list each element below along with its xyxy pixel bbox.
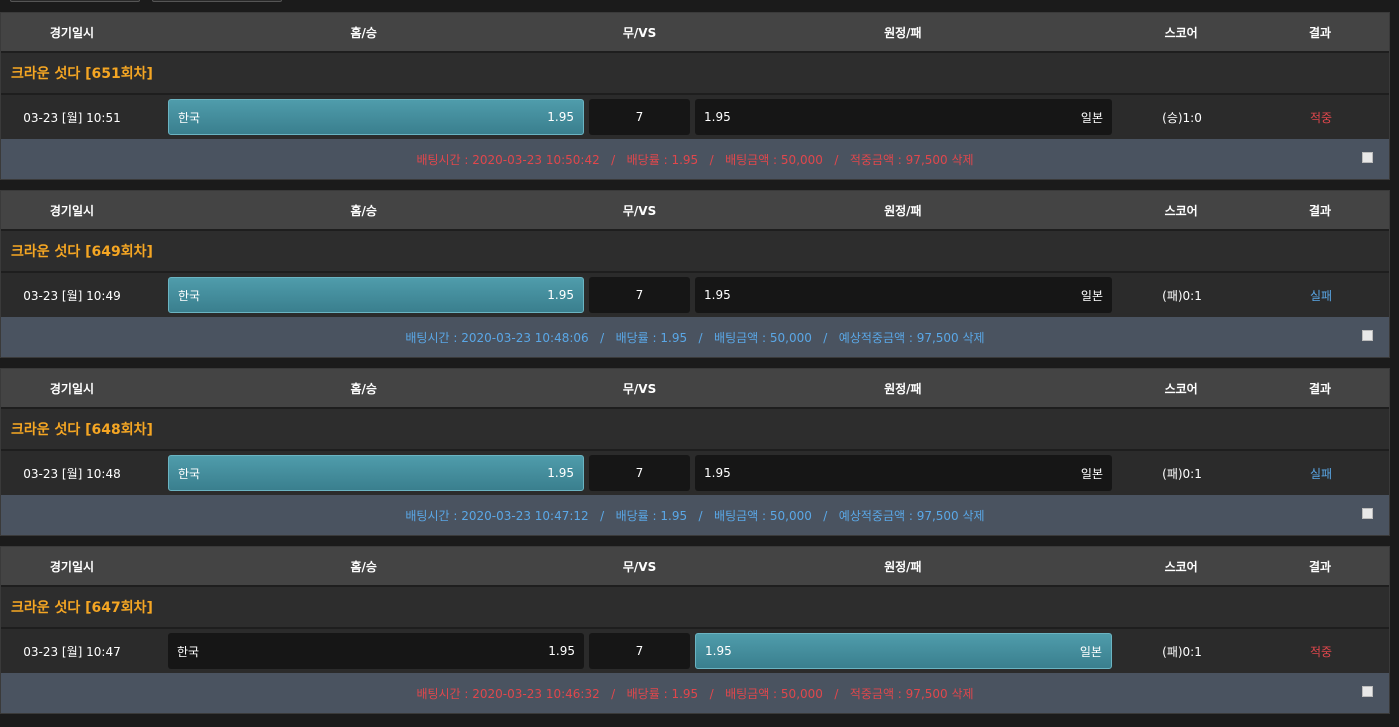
top-button-2[interactable] xyxy=(152,0,282,2)
bet-panel: 경기일시 홈/승 무/VS 원정/패 스코어 결과 크라운 섯다 [651회차]… xyxy=(0,12,1390,180)
header-draw: 무/VS xyxy=(622,203,657,218)
home-odds-button[interactable]: 한국 1.95 xyxy=(168,277,584,313)
table-header: 경기일시 홈/승 무/VS 원정/패 스코어 결과 xyxy=(1,191,1389,231)
header-date: 경기일시 xyxy=(49,203,95,218)
away-odds: 1.95 xyxy=(704,466,731,480)
table-header: 경기일시 홈/승 무/VS 원정/패 스코어 결과 xyxy=(1,13,1389,53)
draw-value: 7 xyxy=(635,466,644,480)
away-odds: 1.95 xyxy=(705,644,732,658)
result-badge: 적중 xyxy=(1309,644,1333,659)
match-date: 03-23 [월] 10:51 xyxy=(23,110,121,125)
header-home: 홈/승 xyxy=(350,381,377,396)
away-odds-button[interactable]: 1.95 일본 xyxy=(695,277,1112,313)
result-badge: 적중 xyxy=(1309,110,1333,125)
home-odds-button[interactable]: 한국 1.95 xyxy=(168,455,584,491)
home-odds: 1.95 xyxy=(547,110,574,124)
bet-info: 배팅시간 : 2020-03-23 10:48:06 / 배당률 : 1.95 … xyxy=(405,330,985,345)
header-result: 결과 xyxy=(1309,559,1332,574)
header-away: 원정/패 xyxy=(884,25,922,40)
away-team: 일본 xyxy=(1080,110,1103,125)
bet-info-row: 배팅시간 : 2020-03-23 10:46:32 / 배당률 : 1.95 … xyxy=(1,673,1389,713)
home-odds-button[interactable]: 한국 1.95 xyxy=(168,633,584,669)
score: (패)0:1 xyxy=(1162,288,1202,303)
match-row: 03-23 [월] 10:47 한국 1.95 7 1.95 일본 (패)0:1… xyxy=(1,629,1389,673)
home-team: 한국 xyxy=(178,288,201,303)
draw-button[interactable]: 7 xyxy=(589,99,690,135)
header-score: 스코어 xyxy=(1164,203,1198,218)
draw-value: 7 xyxy=(635,110,644,124)
away-odds-button[interactable]: 1.95 일본 xyxy=(695,99,1112,135)
header-date: 경기일시 xyxy=(49,25,95,40)
bet-info-row: 배팅시간 : 2020-03-23 10:50:42 / 배당률 : 1.95 … xyxy=(1,139,1389,179)
result-badge: 실패 xyxy=(1309,466,1333,481)
home-team: 한국 xyxy=(177,644,200,659)
header-away: 원정/패 xyxy=(884,559,922,574)
header-score: 스코어 xyxy=(1164,381,1198,396)
bet-panel: 경기일시 홈/승 무/VS 원정/패 스코어 결과 크라운 섯다 [649회차]… xyxy=(0,190,1390,358)
header-result: 결과 xyxy=(1309,203,1332,218)
match-date: 03-23 [월] 10:47 xyxy=(23,644,121,659)
home-team: 한국 xyxy=(178,110,201,125)
match-row: 03-23 [월] 10:51 한국 1.95 7 1.95 일본 (승)1:0… xyxy=(1,95,1389,139)
draw-value: 7 xyxy=(635,644,644,658)
header-date: 경기일시 xyxy=(49,381,95,396)
header-result: 결과 xyxy=(1309,25,1332,40)
header-date: 경기일시 xyxy=(49,559,95,574)
draw-button[interactable]: 7 xyxy=(589,277,690,313)
home-odds: 1.95 xyxy=(547,288,574,302)
bet-info-row: 배팅시간 : 2020-03-23 10:48:06 / 배당률 : 1.95 … xyxy=(1,317,1389,357)
home-odds: 1.95 xyxy=(547,466,574,480)
away-odds: 1.95 xyxy=(704,288,731,302)
header-score: 스코어 xyxy=(1164,559,1198,574)
bet-info: 배팅시간 : 2020-03-23 10:47:12 / 배당률 : 1.95 … xyxy=(405,508,985,523)
draw-button[interactable]: 7 xyxy=(589,455,690,491)
away-team: 일본 xyxy=(1080,466,1103,481)
score: (패)0:1 xyxy=(1162,644,1202,659)
away-odds-button[interactable]: 1.95 일본 xyxy=(695,633,1112,669)
header-away: 원정/패 xyxy=(884,381,922,396)
home-odds: 1.95 xyxy=(548,644,575,658)
bet-info: 배팅시간 : 2020-03-23 10:50:42 / 배당률 : 1.95 … xyxy=(416,152,974,167)
header-draw: 무/VS xyxy=(622,381,657,396)
away-team: 일본 xyxy=(1079,644,1102,659)
home-odds-button[interactable]: 한국 1.95 xyxy=(168,99,584,135)
away-odds: 1.95 xyxy=(704,110,731,124)
draw-value: 7 xyxy=(635,288,644,302)
header-result: 결과 xyxy=(1309,381,1332,396)
select-checkbox[interactable] xyxy=(1362,330,1373,341)
table-header: 경기일시 홈/승 무/VS 원정/패 스코어 결과 xyxy=(1,547,1389,587)
header-home: 홈/승 xyxy=(350,203,377,218)
header-home: 홈/승 xyxy=(350,25,377,40)
game-title: 크라운 섯다 [648회차] xyxy=(1,409,1389,451)
bet-info-row: 배팅시간 : 2020-03-23 10:47:12 / 배당률 : 1.95 … xyxy=(1,495,1389,535)
header-draw: 무/VS xyxy=(622,25,657,40)
bet-info: 배팅시간 : 2020-03-23 10:46:32 / 배당률 : 1.95 … xyxy=(416,686,974,701)
top-button-1[interactable] xyxy=(10,0,140,2)
header-home: 홈/승 xyxy=(350,559,377,574)
game-title: 크라운 섯다 [651회차] xyxy=(1,53,1389,95)
header-draw: 무/VS xyxy=(622,559,657,574)
header-score: 스코어 xyxy=(1164,25,1198,40)
home-team: 한국 xyxy=(178,466,201,481)
header-away: 원정/패 xyxy=(884,203,922,218)
match-date: 03-23 [월] 10:49 xyxy=(23,288,121,303)
select-checkbox[interactable] xyxy=(1362,152,1373,163)
select-checkbox[interactable] xyxy=(1362,686,1373,697)
score: (패)0:1 xyxy=(1162,466,1202,481)
away-odds-button[interactable]: 1.95 일본 xyxy=(695,455,1112,491)
bet-panel: 경기일시 홈/승 무/VS 원정/패 스코어 결과 크라운 섯다 [648회차]… xyxy=(0,368,1390,536)
game-title: 크라운 섯다 [649회차] xyxy=(1,231,1389,273)
result-badge: 실패 xyxy=(1309,288,1333,303)
table-header: 경기일시 홈/승 무/VS 원정/패 스코어 결과 xyxy=(1,369,1389,409)
match-date: 03-23 [월] 10:48 xyxy=(23,466,121,481)
select-checkbox[interactable] xyxy=(1362,508,1373,519)
match-row: 03-23 [월] 10:49 한국 1.95 7 1.95 일본 (패)0:1… xyxy=(1,273,1389,317)
away-team: 일본 xyxy=(1080,288,1103,303)
bet-panel: 경기일시 홈/승 무/VS 원정/패 스코어 결과 크라운 섯다 [647회차]… xyxy=(0,546,1390,714)
match-row: 03-23 [월] 10:48 한국 1.95 7 1.95 일본 (패)0:1… xyxy=(1,451,1389,495)
draw-button[interactable]: 7 xyxy=(589,633,690,669)
game-title: 크라운 섯다 [647회차] xyxy=(1,587,1389,629)
score: (승)1:0 xyxy=(1162,110,1202,125)
